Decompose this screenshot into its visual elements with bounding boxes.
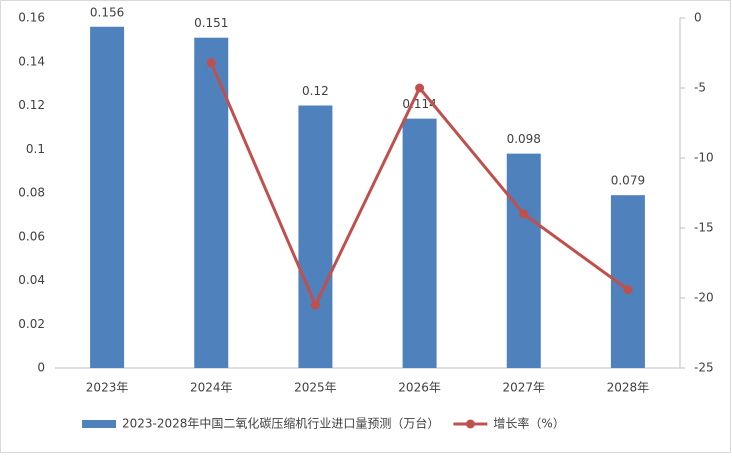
bar — [298, 105, 333, 368]
line-marker — [623, 285, 633, 295]
bar — [402, 118, 437, 368]
y-tick-label: 0.14 — [18, 54, 45, 68]
line-marker — [519, 209, 529, 219]
value-label: 0.12 — [302, 84, 329, 98]
y-tick-label: 0.16 — [18, 11, 45, 25]
bar — [506, 153, 541, 368]
y-tick-label: 0.06 — [18, 229, 45, 243]
y2-tick-label: -25 — [694, 361, 714, 375]
legend-marker — [465, 419, 475, 429]
y-tick-label: 0.02 — [18, 317, 45, 331]
x-tick-label: 2024年 — [190, 381, 233, 395]
y2-tick-label: 0 — [694, 11, 702, 25]
line-marker — [310, 300, 320, 310]
y2-tick-label: -5 — [694, 81, 706, 95]
y2-tick-label: -20 — [694, 291, 714, 305]
x-tick-label: 2023年 — [86, 381, 129, 395]
value-label: 0.098 — [507, 132, 541, 146]
y-tick-label: 0.1 — [26, 142, 45, 156]
value-label: 0.079 — [611, 174, 645, 188]
y-tick-label: 0 — [37, 361, 45, 375]
line-marker — [206, 58, 216, 68]
legend-swatch — [82, 420, 116, 428]
legend-label: 增长率（%） — [493, 416, 564, 431]
x-tick-label: 2027年 — [502, 381, 545, 395]
value-label: 0.151 — [194, 16, 228, 30]
y-tick-label: 0.04 — [18, 273, 45, 287]
line-marker — [415, 83, 425, 93]
x-tick-label: 2028年 — [607, 381, 650, 395]
x-tick-label: 2025年 — [294, 381, 337, 395]
y-tick-label: 0.12 — [18, 98, 45, 112]
bar — [90, 26, 125, 368]
legend-label: 2023-2028年中国二氧化碳压缩机行业进口量预测（万台） — [122, 416, 439, 431]
value-label: 0.156 — [90, 5, 124, 19]
y2-tick-label: -15 — [694, 221, 714, 235]
x-tick-label: 2026年 — [398, 381, 441, 395]
y-tick-label: 0.08 — [18, 186, 45, 200]
y2-tick-label: -10 — [694, 151, 714, 165]
